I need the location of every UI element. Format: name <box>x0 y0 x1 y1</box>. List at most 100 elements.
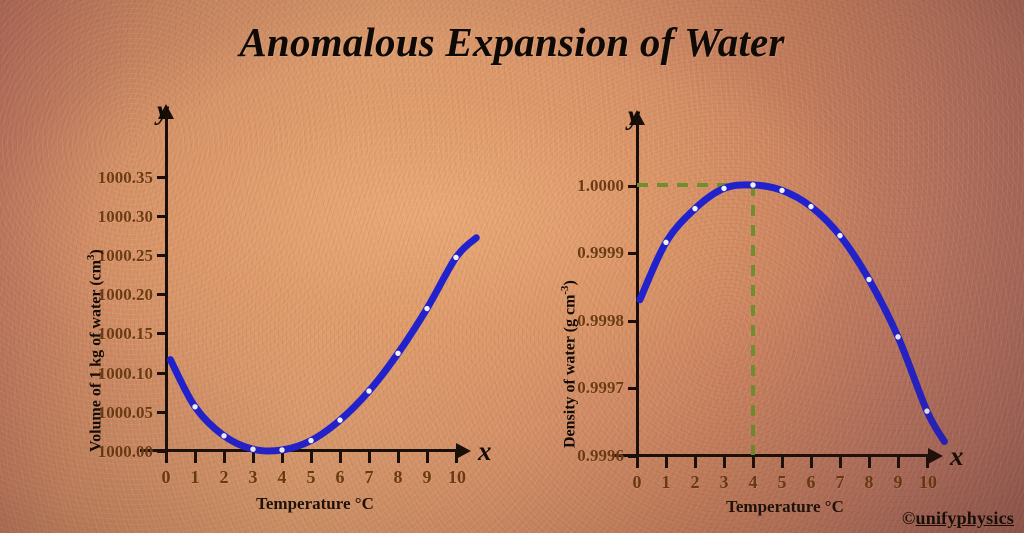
volume-y-axis-title-tail: ) <box>87 249 105 255</box>
data-point <box>453 254 459 261</box>
volume-xtick-label-3: 3 <box>248 467 258 487</box>
data-point <box>866 276 872 283</box>
data-point <box>395 350 401 357</box>
volume-ytick-label-6: 1000.30 <box>97 207 153 226</box>
data-point <box>837 232 843 239</box>
density-x-axis-title-text: Temperature °C <box>726 497 844 516</box>
density-ytick-2 <box>628 320 638 323</box>
density-ytick-label-2: 0.9998 <box>577 311 624 330</box>
density-xtick-2 <box>694 457 697 468</box>
volume-y-axis <box>165 118 168 451</box>
volume-curve <box>166 234 480 455</box>
volume-ytick-label-3: 1000.15 <box>97 324 153 343</box>
volume-xtick-label-7: 7 <box>364 467 374 487</box>
volume-ytick-4 <box>157 293 167 296</box>
volume-ytick-5 <box>157 254 167 257</box>
density-xtick-label-0: 0 <box>632 472 642 492</box>
density-xtick-8 <box>868 457 871 468</box>
volume-xtick-10 <box>455 452 458 463</box>
density-ytick-4 <box>628 185 638 188</box>
data-point <box>337 417 343 423</box>
volume-ytick-label-4: 1000.20 <box>97 285 153 304</box>
volume-x-axis-arrow <box>456 443 471 459</box>
volume-x-axis-letter: x <box>478 436 492 466</box>
density-y-axis-title-tail: ) <box>561 280 579 286</box>
volume-xtick-label-6: 6 <box>335 467 345 487</box>
volume-xtick-label-9: 9 <box>422 467 432 487</box>
volume-xtick-label-5: 5 <box>306 467 316 487</box>
data-point <box>221 433 227 439</box>
data-point <box>663 239 669 246</box>
volume-y-axis-title-sup: 3 <box>85 254 97 261</box>
density-peak-guides <box>637 183 755 455</box>
density-y-axis-letter: y <box>628 100 640 130</box>
density-ytick-label-0: 0.9996 <box>577 446 624 465</box>
volume-xtick-9 <box>426 452 429 463</box>
data-point <box>721 185 727 192</box>
density-xtick-label-6: 6 <box>806 472 816 492</box>
data-point <box>779 187 785 194</box>
data-point <box>366 388 372 394</box>
density-xtick-7 <box>839 457 842 468</box>
volume-y-axis-title-text: Volume of 1 kg of water (cm <box>87 260 105 452</box>
volume-xtick-label-1: 1 <box>190 467 200 487</box>
density-xtick-label-7: 7 <box>835 472 845 492</box>
watermark-copyright: © <box>901 508 916 528</box>
density-xtick-10 <box>926 457 929 468</box>
volume-y-axis-letter: y <box>157 95 169 125</box>
volume-xtick-5 <box>310 452 313 463</box>
data-point <box>924 408 930 414</box>
density-xtick-0 <box>636 457 639 468</box>
density-ytick-1 <box>628 387 638 390</box>
data-point <box>308 437 314 444</box>
density-xtick-label-2: 2 <box>690 472 700 492</box>
density-xtick-3 <box>723 457 726 468</box>
volume-xtick-4 <box>281 452 284 463</box>
density-xtick-4 <box>752 457 755 468</box>
data-point <box>808 203 814 210</box>
volume-y-axis-arrow <box>158 104 174 119</box>
density-x-axis-letter: x <box>950 441 964 471</box>
watermark-name: unifyphysics <box>915 508 1014 528</box>
density-ytick-label-3: 0.9999 <box>577 243 624 262</box>
volume-ytick-1 <box>157 411 167 414</box>
volume-xtick-label-2: 2 <box>219 467 229 487</box>
density-ytick-3 <box>628 252 638 255</box>
volume-xtick-8 <box>397 452 400 463</box>
page-title: Anomalous Expansion of Water <box>239 19 785 65</box>
density-xtick-label-3: 3 <box>719 472 729 492</box>
volume-xtick-label-0: 0 <box>161 467 171 487</box>
volume-ytick-label-2: 1000.10 <box>97 364 153 383</box>
volume-xtick-label-8: 8 <box>393 467 403 487</box>
density-x-axis-arrow <box>928 448 943 464</box>
data-point <box>424 305 430 312</box>
volume-ytick-2 <box>157 372 167 375</box>
density-xtick-label-9: 9 <box>893 472 903 492</box>
density-ytick-label-4: 1.0000 <box>577 176 624 195</box>
data-point <box>750 182 756 188</box>
volume-ytick-3 <box>157 332 167 335</box>
density-y-axis-title-text: Density of water (g cm <box>561 294 579 448</box>
density-x-axis <box>612 454 930 457</box>
volume-ytick-label-5: 1000.25 <box>97 246 153 265</box>
density-xtick-1 <box>665 457 668 468</box>
density-xtick-5 <box>781 457 784 468</box>
density-xtick-label-1: 1 <box>661 472 671 492</box>
volume-xtick-2 <box>223 452 226 463</box>
volume-data-points <box>192 254 459 453</box>
density-xtick-label-10: 10 <box>919 472 937 492</box>
data-point <box>895 334 901 340</box>
density-data-points <box>663 182 930 414</box>
volume-x-axis-title: Temperature °C <box>190 495 440 512</box>
volume-xtick-3 <box>252 452 255 463</box>
density-ytick-label-1: 0.9997 <box>577 378 624 397</box>
volume-y-axis-title: Volume of 1 kg of water (cm3) <box>85 249 105 452</box>
volume-ytick-label-7: 1000.35 <box>97 168 153 187</box>
density-xtick-6 <box>810 457 813 468</box>
density-curve <box>636 181 948 445</box>
density-xtick-label-5: 5 <box>777 472 787 492</box>
volume-xtick-0 <box>165 452 168 463</box>
data-point <box>192 404 198 410</box>
volume-x-axis-title-text: Temperature °C <box>256 494 374 513</box>
